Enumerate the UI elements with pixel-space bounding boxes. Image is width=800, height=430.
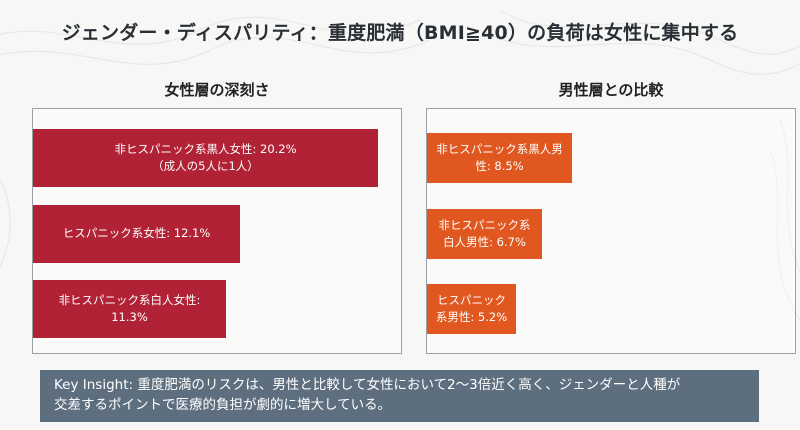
women-bar-1: 非ヒスパニック系黒人女性: 20.2% （成人の5人に1人） [33,129,378,187]
men-panel-title: 男性層との比較 [558,81,664,99]
insight-line-2: 交差するポイントで医療的負担が劇的に増大している。 [54,397,392,413]
men-bar-label: ヒスパニック系男性: 5.2% [435,292,508,324]
men-bar-label: 非ヒスパニック系黒人男性: 8.5% [436,141,563,173]
men-bar-3: ヒスパニック系男性: 5.2% [427,284,516,334]
women-chart-panel: 非ヒスパニック系黒人女性: 20.2% （成人の5人に1人） ヒスパニック系女性: … [32,108,402,354]
women-bar-label: ヒスパニック系女性: 12.1% [62,226,211,241]
key-insight-box: Key Insight: 重度肥満のリスクは、男性と比較して女性において2〜3倍… [40,370,759,422]
insight-line-1: Key Insight: 重度肥満のリスクは、男性と比較して女性において2〜3倍… [54,377,681,393]
men-chart-panel: 非ヒスパニック系黒人男性: 8.5% 非ヒスパニック系白人男性: 6.7% ヒスパニ… [426,108,796,354]
women-bar-label: 非ヒスパニック系白人女性: 11.3% [58,292,201,324]
women-bar-note: （成人の5人に1人） [152,159,259,173]
women-bar-label: 非ヒスパニック系黒人女性: 20.2% [114,141,297,156]
women-bar-2: ヒスパニック系女性: 12.1% [33,205,240,263]
women-panel-title: 女性層の深刻さ [164,81,270,99]
women-bar-3: 非ヒスパニック系白人女性: 11.3% [33,280,226,338]
men-bar-label: 非ヒスパニック系白人男性: 6.7% [438,217,531,249]
page-title: ジェンダー・ディスパリティ：重度肥満（BMI≧40）の負荷は女性に集中する [61,22,739,44]
men-bar-1: 非ヒスパニック系黒人男性: 8.5% [427,133,572,183]
men-bar-2: 非ヒスパニック系白人男性: 6.7% [427,209,542,259]
